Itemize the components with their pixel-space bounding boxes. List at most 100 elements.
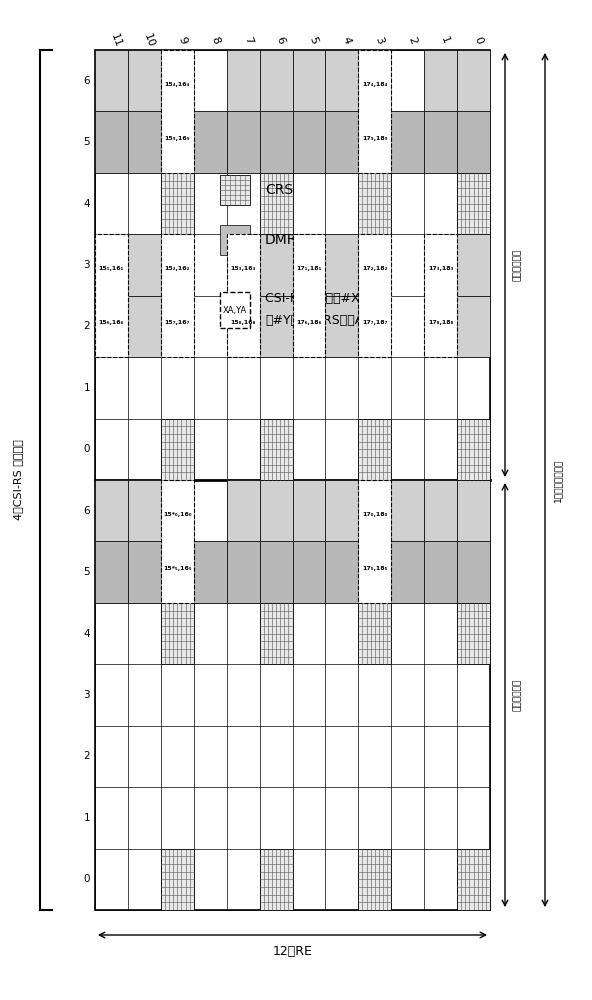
Text: 9: 9 xyxy=(176,35,188,45)
Text: 15₉,16₉: 15₉,16₉ xyxy=(165,136,190,141)
Bar xyxy=(457,50,490,111)
Bar xyxy=(259,603,292,664)
Bar xyxy=(424,480,457,541)
Text: 15₈,16₈: 15₈,16₈ xyxy=(230,320,256,325)
Bar xyxy=(457,234,490,296)
Bar xyxy=(194,541,227,603)
Bar xyxy=(161,849,194,910)
Bar xyxy=(95,480,128,541)
Text: 和#Y，CSI-RS集合A: 和#Y，CSI-RS集合A xyxy=(265,314,363,326)
Text: 17₈,18₈: 17₈,18₈ xyxy=(428,320,453,325)
Text: 4个CSI-RS 天线端口: 4个CSI-RS 天线端口 xyxy=(13,440,23,520)
Bar xyxy=(259,50,292,111)
Bar xyxy=(259,173,292,234)
Bar xyxy=(358,419,391,480)
Text: 6: 6 xyxy=(83,76,90,86)
Bar xyxy=(95,296,128,357)
Bar xyxy=(358,849,391,910)
Bar xyxy=(128,111,161,173)
Bar xyxy=(358,603,391,664)
Bar xyxy=(424,234,457,357)
Bar xyxy=(391,111,424,173)
Text: 1个下行链路子帧: 1个下行链路子帧 xyxy=(553,458,562,502)
Bar xyxy=(161,480,194,603)
Bar xyxy=(391,541,424,603)
Text: 15₄,16₄: 15₄,16₄ xyxy=(165,82,190,87)
Bar xyxy=(259,480,292,541)
Bar xyxy=(292,234,326,296)
Text: 偶数编号时隙: 偶数编号时隙 xyxy=(513,679,522,711)
Bar xyxy=(95,50,128,111)
Bar xyxy=(95,111,128,173)
Bar xyxy=(128,480,161,541)
Text: 3: 3 xyxy=(83,260,90,270)
Bar xyxy=(128,541,161,603)
Text: 12个RE: 12个RE xyxy=(272,945,313,958)
Text: 17₅,18₅: 17₅,18₅ xyxy=(362,566,388,571)
Bar xyxy=(227,541,259,603)
Bar xyxy=(358,541,391,603)
Text: 15₁,16₁: 15₁,16₁ xyxy=(99,266,124,271)
Bar xyxy=(259,541,292,603)
Text: 2: 2 xyxy=(83,321,90,331)
Bar xyxy=(194,111,227,173)
Bar xyxy=(227,480,259,541)
Bar xyxy=(358,480,391,541)
Text: 0: 0 xyxy=(472,35,484,45)
Bar xyxy=(161,173,194,234)
Bar xyxy=(95,541,128,603)
Bar xyxy=(326,50,358,111)
Bar xyxy=(292,296,326,357)
Bar xyxy=(292,111,326,173)
Text: DMRS: DMRS xyxy=(265,233,306,247)
Text: 4: 4 xyxy=(340,35,352,45)
Bar xyxy=(220,292,250,328)
Bar xyxy=(259,111,292,173)
Text: 4: 4 xyxy=(83,199,90,209)
Bar xyxy=(292,541,326,603)
Bar xyxy=(95,234,128,357)
Text: 17₉,18₉: 17₉,18₉ xyxy=(362,136,388,141)
Bar xyxy=(358,480,391,603)
Text: 15₃,16₃: 15₃,16₃ xyxy=(230,266,256,271)
Text: 3: 3 xyxy=(83,690,90,700)
Bar xyxy=(326,111,358,173)
Text: 17₁,18₁: 17₁,18₁ xyxy=(296,266,321,271)
Bar xyxy=(326,480,358,541)
Bar xyxy=(424,541,457,603)
Bar xyxy=(424,50,457,111)
Bar xyxy=(358,234,391,357)
Bar xyxy=(457,603,490,664)
Bar xyxy=(227,234,259,296)
Text: 5: 5 xyxy=(83,137,90,147)
Bar xyxy=(227,296,259,357)
Bar xyxy=(128,541,161,603)
Bar xyxy=(457,849,490,910)
Text: 15₆,16₆: 15₆,16₆ xyxy=(99,320,124,325)
Bar xyxy=(227,234,259,357)
Text: 17₃,18₃: 17₃,18₃ xyxy=(428,266,453,271)
Bar xyxy=(128,50,161,111)
Bar xyxy=(227,50,259,111)
Text: 0: 0 xyxy=(83,444,90,454)
Text: 17₀,18₀: 17₀,18₀ xyxy=(362,512,388,517)
Text: 5: 5 xyxy=(83,567,90,577)
Bar xyxy=(391,541,424,603)
Bar xyxy=(227,541,259,603)
Text: 4: 4 xyxy=(83,629,90,639)
Bar xyxy=(457,480,490,541)
Bar xyxy=(457,541,490,603)
Bar xyxy=(259,480,292,541)
Bar xyxy=(128,296,161,357)
Text: CSI-RS 天线端口#X: CSI-RS 天线端口#X xyxy=(265,292,360,304)
Text: 15*₅,16₅: 15*₅,16₅ xyxy=(163,566,192,571)
Bar xyxy=(128,234,161,296)
Bar xyxy=(391,480,424,541)
Bar xyxy=(161,603,194,664)
Bar xyxy=(227,480,259,541)
Bar xyxy=(326,296,358,357)
Bar xyxy=(259,296,292,357)
Text: 6: 6 xyxy=(83,506,90,516)
Bar xyxy=(259,849,292,910)
Text: 2: 2 xyxy=(83,751,90,761)
